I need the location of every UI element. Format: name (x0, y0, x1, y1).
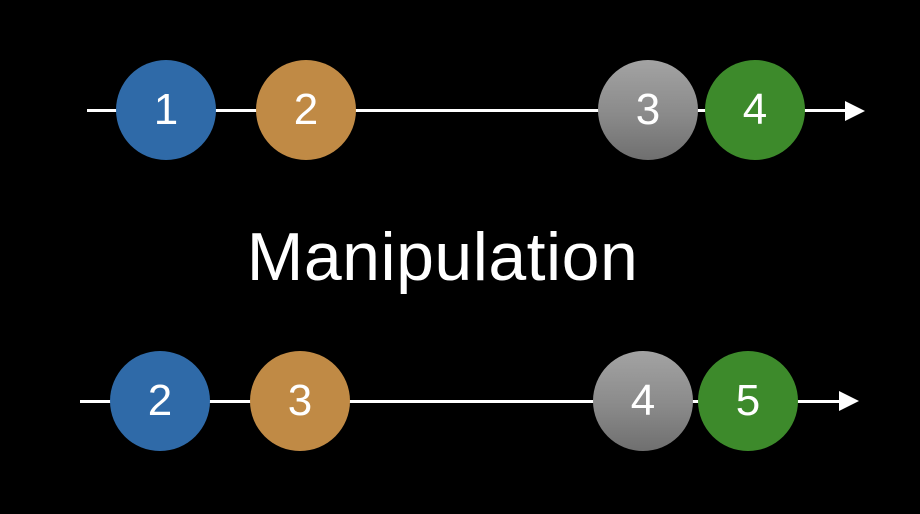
input-marble-4: 4 (705, 60, 805, 160)
input-marble-3-label: 3 (635, 85, 661, 134)
output-marble-3: 4 (593, 351, 693, 451)
output-marble-4: 5 (698, 351, 798, 451)
input-marble-2-label: 2 (293, 85, 319, 134)
input-marble-1: 1 (116, 60, 216, 160)
output-marble-1: 2 (110, 351, 210, 451)
input-timeline-line (87, 109, 847, 112)
output-marble-2: 3 (250, 351, 350, 451)
output-marble-1-label: 2 (147, 376, 173, 425)
input-marble-3: 3 (598, 60, 698, 160)
input-marble-2: 2 (256, 60, 356, 160)
input-marble-1-label: 1 (153, 85, 179, 134)
output-marble-2-label: 3 (287, 376, 313, 425)
output-timeline-arrow-icon (839, 391, 859, 411)
operator-title: Manipulation (246, 219, 639, 295)
output-timeline-line (80, 400, 841, 403)
input-marble-4-label: 4 (742, 85, 768, 134)
output-marble-4-label: 5 (735, 376, 761, 425)
output-marble-3-label: 4 (630, 376, 656, 425)
input-timeline-arrow-icon (845, 101, 865, 121)
